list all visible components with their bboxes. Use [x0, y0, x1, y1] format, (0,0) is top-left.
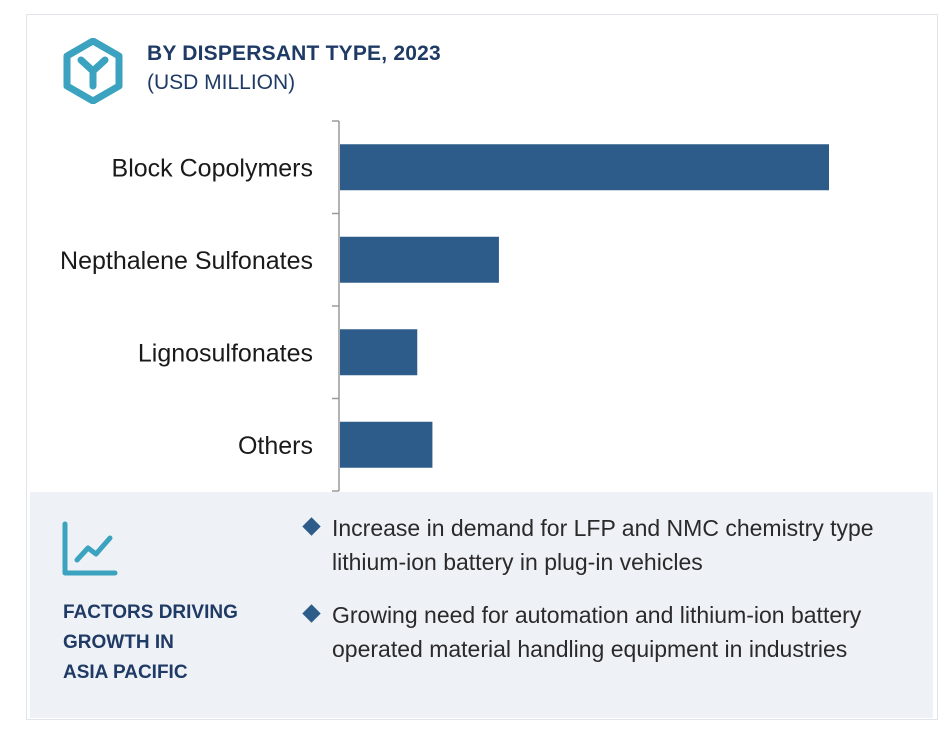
- category-label: Lignosulfonates: [138, 339, 313, 367]
- factor-bullet-text: Growing need for automation and lithium-…: [332, 602, 862, 662]
- factors-heading-line: ASIA PACIFIC: [63, 662, 188, 683]
- factor-bullet-text: Increase in demand for LFP and NMC chemi…: [332, 515, 874, 575]
- bar: [340, 329, 418, 376]
- factors-panel: [30, 492, 933, 718]
- chart-subtitle: (USD MILLION): [147, 71, 296, 94]
- factors-heading: FACTORS DRIVING GROWTH IN ASIA PACIFIC: [63, 598, 238, 688]
- bar: [340, 236, 499, 283]
- category-label: Nepthalene Sulfonates: [60, 247, 313, 275]
- factors-heading-line: GROWTH IN: [63, 632, 174, 653]
- chart-title: BY DISPERSANT TYPE, 2023: [147, 42, 441, 65]
- category-label: Block Copolymers: [112, 154, 313, 182]
- factors-heading-line: FACTORS DRIVING: [63, 602, 238, 623]
- hexagon-y-logo-icon: [63, 38, 123, 104]
- category-label: Others: [238, 432, 313, 460]
- bar: [340, 144, 829, 191]
- bar: [340, 421, 433, 468]
- trend-chart-icon: [62, 521, 118, 576]
